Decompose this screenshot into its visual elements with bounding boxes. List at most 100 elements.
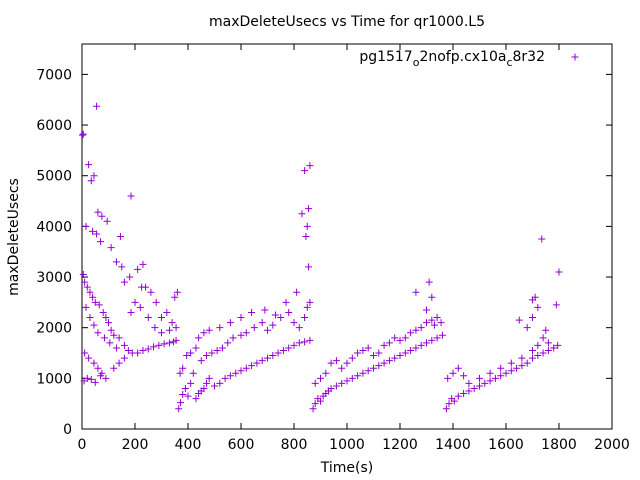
data-point: [105, 319, 112, 327]
data-point: [237, 331, 245, 339]
data-point: [412, 344, 420, 352]
data-point: [200, 384, 208, 392]
x-tick-label: 0: [78, 437, 87, 453]
data-point: [375, 349, 383, 357]
data-point: [445, 400, 453, 408]
data-point: [529, 354, 536, 362]
data-point: [120, 341, 128, 349]
y-tick-label: 4000: [36, 219, 72, 235]
data-point: [301, 338, 309, 346]
data-point: [97, 372, 105, 380]
data-point: [226, 319, 234, 327]
data-point: [237, 314, 245, 322]
data-point: [470, 384, 478, 392]
data-point: [305, 263, 313, 271]
data-point: [112, 344, 120, 352]
data-point: [86, 288, 94, 296]
data-point: [491, 374, 499, 382]
data-point: [338, 364, 346, 372]
data-point: [497, 372, 505, 380]
data-point: [195, 334, 203, 342]
x-tick-label: 800: [281, 437, 308, 453]
chart-title: maxDeleteUsecs vs Time for qr1000.L5: [209, 14, 485, 30]
data-point: [211, 382, 218, 390]
data-point: [183, 352, 191, 360]
legend-marker: [571, 53, 579, 61]
data-point: [529, 346, 536, 354]
data-point: [481, 379, 489, 387]
data-point: [425, 278, 433, 286]
data-point: [515, 316, 523, 324]
data-point: [552, 301, 560, 309]
data-point: [327, 384, 335, 392]
data-point: [401, 349, 409, 357]
data-point: [177, 399, 185, 407]
data-point: [94, 329, 102, 337]
data-point: [412, 326, 420, 334]
data-point: [165, 326, 173, 334]
data-point: [476, 374, 483, 382]
data-point: [412, 288, 420, 296]
data-point: [317, 397, 324, 405]
data-point: [428, 336, 436, 344]
x-tick-label: 2000: [594, 437, 630, 453]
data-point: [301, 167, 309, 175]
data-point: [264, 354, 271, 362]
data-point: [250, 324, 258, 332]
data-point: [497, 364, 505, 372]
data-point: [110, 331, 118, 339]
data-point: [417, 324, 425, 332]
data-point: [213, 346, 221, 354]
data-point: [539, 349, 547, 357]
data-point: [155, 341, 163, 349]
y-tick-label: 7000: [36, 67, 72, 83]
data-point: [136, 303, 144, 311]
data-point: [158, 314, 165, 322]
data-point: [359, 369, 367, 377]
data-point: [94, 208, 102, 216]
data-point: [327, 359, 335, 367]
data-point: [269, 352, 277, 360]
data-point: [279, 346, 287, 354]
data-point: [248, 362, 256, 370]
data-point: [544, 346, 552, 354]
data-point: [200, 329, 208, 337]
y-tick-label: 6000: [36, 118, 72, 134]
data-point: [274, 349, 282, 357]
data-point: [192, 344, 200, 352]
data-point: [176, 369, 184, 377]
data-point: [380, 359, 388, 367]
legend-sub-1: o: [413, 56, 420, 69]
legend-text-1: pg1517: [359, 49, 412, 65]
data-point: [85, 161, 93, 169]
data-point: [93, 102, 101, 110]
data-point: [550, 344, 558, 352]
data-point: [184, 392, 192, 400]
data-point: [285, 344, 293, 352]
data-point: [175, 405, 183, 413]
data-point: [285, 308, 293, 316]
data-point: [216, 324, 224, 332]
data-point: [89, 293, 97, 301]
data-point: [348, 354, 356, 362]
data-point: [102, 314, 110, 322]
data-point: [144, 345, 152, 353]
data-point: [205, 326, 213, 334]
data-point: [370, 364, 377, 372]
y-tick-label: 1000: [36, 371, 72, 387]
data-point: [534, 341, 542, 349]
data-point: [115, 334, 123, 342]
data-point: [380, 341, 388, 349]
data-point: [79, 131, 87, 139]
data-point: [391, 354, 399, 362]
data-point: [271, 311, 279, 319]
data-point: [147, 288, 155, 296]
data-point: [375, 362, 383, 370]
data-point: [82, 303, 90, 311]
data-point: [476, 382, 483, 390]
data-point: [208, 349, 216, 357]
data-point: [309, 405, 317, 413]
x-tick-label: 1800: [541, 437, 577, 453]
data-point: [205, 374, 213, 382]
data-point: [81, 349, 89, 357]
